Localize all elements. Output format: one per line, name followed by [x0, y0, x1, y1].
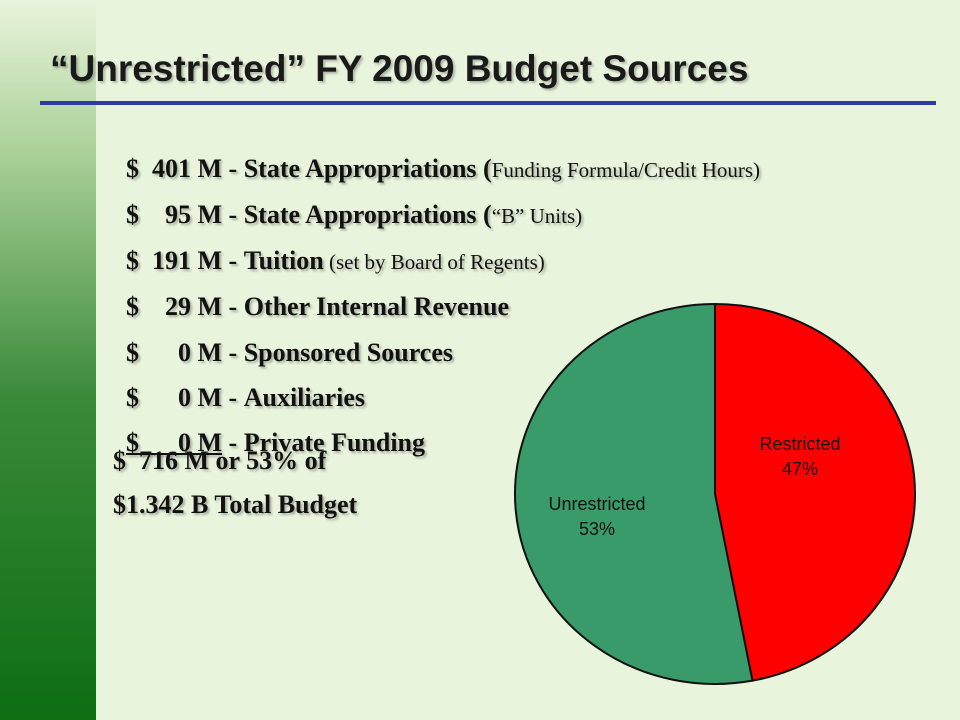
- pie-slice-restricted: [714, 302, 916, 682]
- source-label: Tuition: [243, 246, 324, 275]
- amount: $ 191 M: [126, 246, 223, 275]
- total-line-1: $ 716 M or 53% of: [113, 446, 327, 475]
- separator: -: [222, 428, 244, 457]
- amount: $ 29 M: [126, 292, 223, 321]
- amount: $ 0 M: [126, 383, 223, 412]
- separator: -: [222, 292, 244, 321]
- title-underline: [40, 101, 936, 105]
- budget-line-tuition: $ 191 M - Tuition (set by Board of Regen…: [113, 216, 545, 276]
- pie-slice-unrestricted: [514, 302, 754, 685]
- source-label: State Appropriations (: [243, 154, 492, 183]
- budget-line-auxiliaries: $ 0 M - Auxiliaries: [113, 353, 365, 413]
- separator: -: [222, 338, 244, 367]
- slice-percent-unrestricted: 53%: [579, 519, 615, 539]
- source-label: Private Funding: [243, 428, 426, 457]
- separator: -: [222, 246, 244, 275]
- slice-percent-restricted: 47%: [782, 459, 818, 479]
- slice-label-unrestricted: Unrestricted: [548, 494, 645, 514]
- amount: $ 401 M: [126, 154, 223, 183]
- amount: $ 0 M: [126, 338, 223, 367]
- separator: -: [222, 154, 244, 183]
- source-label: Sponsored Sources: [243, 338, 453, 367]
- budget-line-state-formula: $ 401 M - State Appropriations (Funding …: [113, 124, 760, 184]
- left-gradient-bar: [0, 0, 96, 720]
- amount: $ 0 M: [126, 428, 223, 457]
- source-label: Other Internal Revenue: [243, 292, 509, 321]
- source-note: (set by Board of Regents): [323, 250, 545, 274]
- budget-line-other-internal: $ 29 M - Other Internal Revenue: [113, 262, 509, 322]
- total-line-2: $1.342 B Total Budget: [113, 490, 358, 519]
- source-note: Funding Formula/Credit Hours): [491, 158, 761, 182]
- slide-title: “Unrestricted” FY 2009 Budget Sources: [50, 48, 749, 89]
- source-label: Auxiliaries: [243, 383, 366, 412]
- amount: $ 95 M: [126, 200, 223, 229]
- source-note: “B” Units): [491, 204, 583, 228]
- separator: -: [222, 383, 244, 412]
- source-label: State Appropriations (: [243, 200, 492, 229]
- budget-line-sponsored: $ 0 M - Sponsored Sources: [113, 308, 453, 368]
- separator: -: [222, 200, 244, 229]
- slice-label-restricted: Restricted: [759, 434, 840, 454]
- budget-line-state-b-units: $ 95 M - State Appropriations (“B” Units…: [113, 170, 582, 230]
- budget-line-private: $ 0 M - Private Funding: [113, 398, 425, 458]
